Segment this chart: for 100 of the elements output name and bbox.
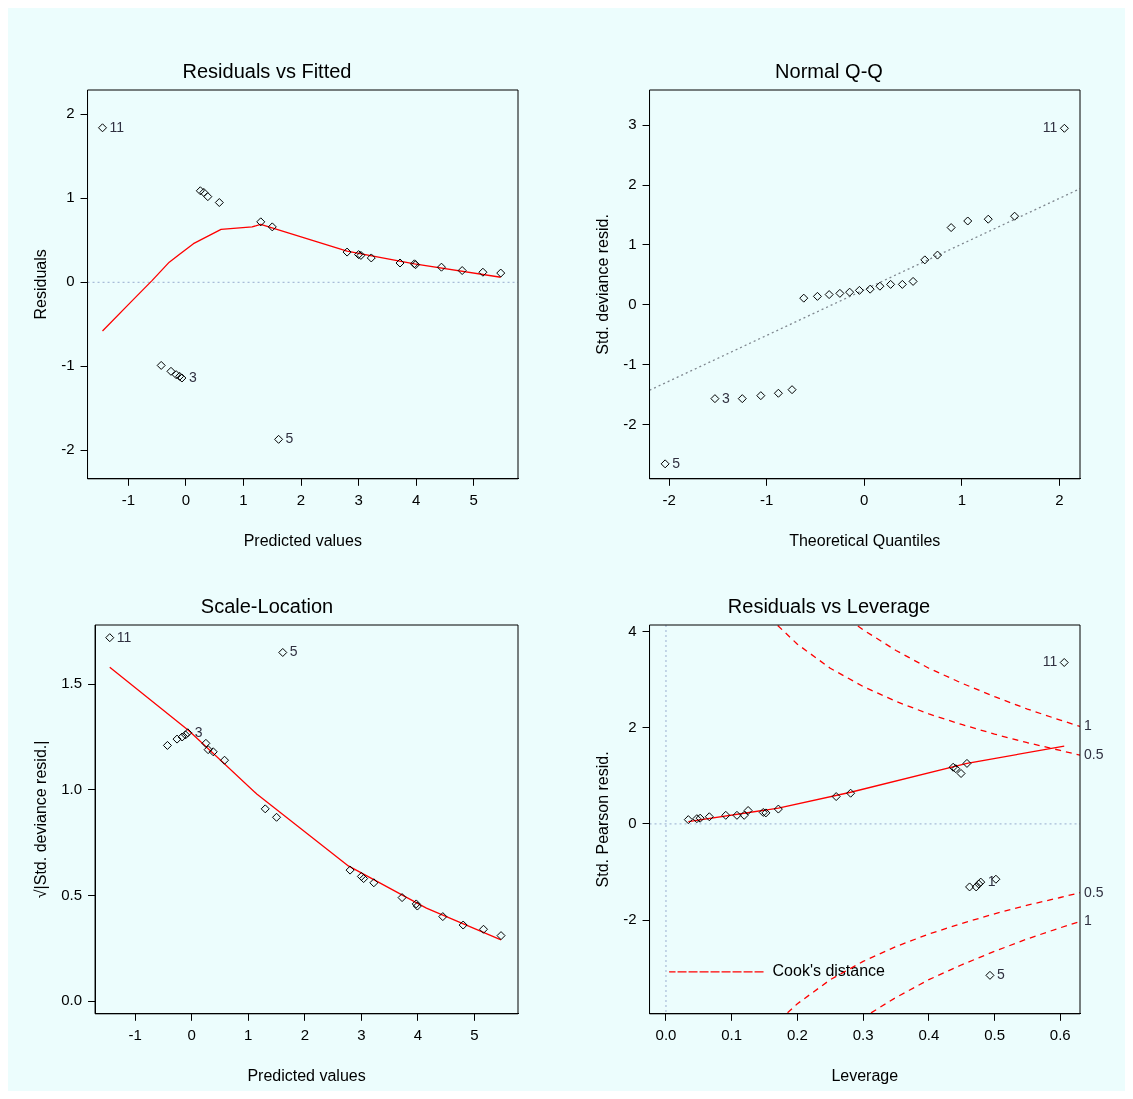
point (345, 865, 355, 875)
point (824, 290, 834, 300)
x-tick-label: 0.2 (786, 1025, 808, 1043)
x-tick-label: 0.5 (984, 1025, 1005, 1043)
x-tick-label: 1 (957, 490, 967, 508)
y-tick-label: 1 (66, 188, 75, 206)
point (704, 812, 714, 822)
x-tick-label: -1 (121, 490, 136, 508)
point (272, 812, 282, 822)
x-tick-label: 0.4 (918, 1025, 940, 1043)
point (201, 738, 211, 748)
x-axis-title: Leverage (831, 1066, 899, 1084)
point (199, 187, 209, 197)
y-tick-label: 2 (628, 717, 637, 735)
point (267, 222, 277, 232)
point (865, 284, 875, 294)
point (886, 279, 896, 289)
annotation: 3 (194, 723, 203, 740)
x-axis-title: Predicted values (247, 1066, 366, 1084)
point (478, 267, 488, 277)
point (683, 815, 693, 825)
point (854, 285, 864, 295)
y-tick-label: 4 (628, 621, 637, 639)
point (812, 291, 822, 301)
point (171, 370, 181, 380)
point (458, 920, 468, 930)
point (496, 931, 506, 941)
point (962, 758, 972, 768)
annotation: 1 (987, 872, 996, 889)
x-tick-label: 2 (1055, 490, 1064, 508)
point (739, 810, 749, 820)
x-tick-label: 0.3 (852, 1025, 874, 1043)
point (710, 394, 720, 404)
annotation: 0.5 (1084, 883, 1104, 900)
x-tick-label: 3 (357, 1025, 366, 1043)
y-axis-title: Std. deviance resid. (594, 214, 612, 355)
text: Cook's distance (772, 962, 886, 980)
point (274, 434, 284, 444)
annotation: 3 (721, 389, 730, 406)
annotation: 11 (1042, 119, 1058, 136)
chart-title: Scale-Location (200, 594, 334, 617)
point (278, 647, 288, 657)
point (177, 732, 187, 742)
point (397, 893, 407, 903)
y-axis-title: √|Std. deviance resid.| (32, 740, 50, 899)
y-tick-label: 0.5 (61, 885, 83, 903)
annotation: 11 (116, 628, 132, 645)
y-tick-label: 0.0 (61, 991, 83, 1009)
point (1059, 657, 1069, 667)
point (203, 192, 213, 202)
x-axis-title: Predicted values (243, 531, 362, 549)
point (985, 970, 995, 980)
annotation: 1 (1084, 717, 1092, 734)
point (436, 262, 446, 272)
point (162, 740, 172, 750)
point (208, 747, 218, 757)
y-tick-label: -1 (623, 354, 637, 372)
y-tick-label: 1 (628, 235, 637, 253)
point (214, 198, 224, 208)
point (956, 769, 966, 778)
annotation: 5 (289, 643, 298, 660)
point (835, 288, 845, 298)
point (946, 223, 956, 233)
point (908, 276, 918, 286)
y-tick-label: 1.5 (61, 674, 83, 692)
x-tick-label: 0 (181, 490, 191, 508)
annotation: 0.5 (1084, 746, 1104, 763)
point (479, 924, 489, 934)
x-tick-label: 1 (239, 490, 248, 508)
point (743, 806, 753, 816)
annotation: 11 (1042, 653, 1058, 670)
annotation: 3 (188, 368, 197, 385)
x-tick-label: 1 (244, 1025, 253, 1043)
point (846, 788, 856, 798)
y-tick-label: 3 (628, 115, 637, 133)
x-tick-label: 2 (296, 490, 306, 508)
x-tick-label: -2 (662, 490, 676, 508)
point (438, 912, 448, 922)
x-tick-label: 0 (860, 490, 869, 508)
point (369, 878, 379, 888)
point (342, 247, 352, 257)
point (787, 385, 797, 395)
x-tick-label: 0.1 (721, 1025, 743, 1043)
x-tick-label: 5 (469, 490, 478, 508)
point (799, 293, 809, 303)
y-tick-label: 0 (628, 814, 637, 832)
point (875, 281, 885, 291)
point (366, 253, 376, 263)
point (737, 394, 747, 404)
point (732, 810, 742, 820)
y-tick-label: 2 (628, 175, 637, 193)
y-tick-label: 2 (66, 104, 75, 122)
point (660, 459, 670, 469)
y-tick-label: -2 (623, 414, 637, 432)
point (845, 287, 855, 297)
x-tick-label: -1 (128, 1025, 142, 1043)
point (1010, 211, 1020, 221)
y-tick-label: 0 (628, 294, 637, 312)
point (166, 366, 176, 376)
annotation: 1 (1084, 912, 1092, 929)
